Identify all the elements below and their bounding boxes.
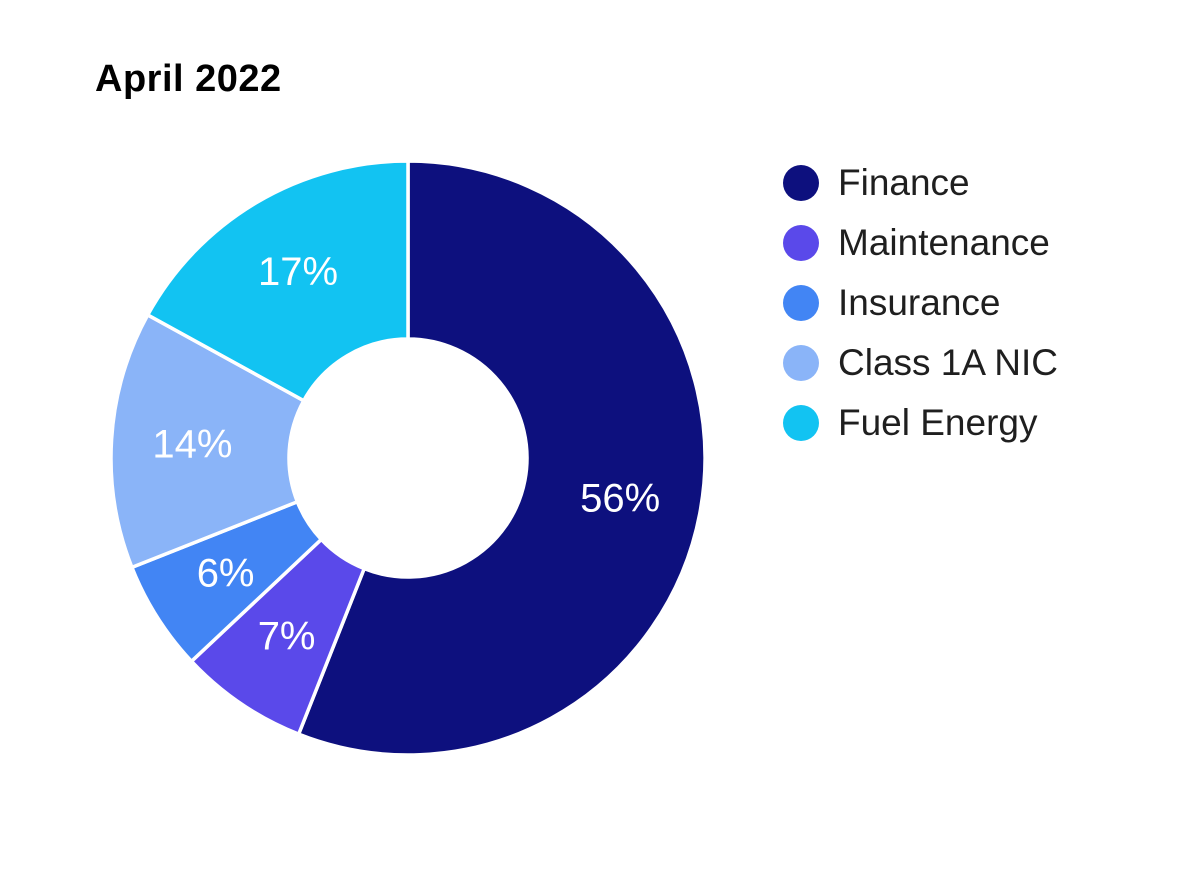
slice-fuel-energy xyxy=(145,159,410,403)
slice-label-class-1a-nic: 14% xyxy=(152,422,232,466)
legend-marker-insurance-icon xyxy=(783,285,819,321)
slice-class-1a-nic xyxy=(109,313,306,570)
legend-label-finance: Finance xyxy=(838,162,970,203)
legend-label-class-1a-nic: Class 1A NIC xyxy=(838,342,1059,383)
legend-item-finance: Finance xyxy=(783,153,1058,213)
legend-item-class-1a-nic: Class 1A NIC xyxy=(783,333,1058,393)
chart-title: April 2022 xyxy=(95,58,282,100)
legend-label-maintenance: Maintenance xyxy=(838,222,1050,263)
legend-label-fuel-energy: Fuel Energy xyxy=(838,402,1038,443)
legend-marker-finance-icon xyxy=(783,165,819,201)
legend-item-insurance: Insurance xyxy=(783,273,1058,333)
slice-label-maintenance: 7% xyxy=(258,615,316,659)
legend: Finance Maintenance Insurance Class 1A N… xyxy=(783,153,1058,453)
slice-label-finance: 56% xyxy=(580,477,660,521)
slice-label-fuel-energy: 17% xyxy=(258,250,338,294)
legend-marker-maintenance-icon xyxy=(783,225,819,261)
legend-item-maintenance: Maintenance xyxy=(783,213,1058,273)
legend-marker-class-1a-nic-icon xyxy=(783,345,819,381)
slice-label-insurance: 6% xyxy=(197,552,255,596)
legend-item-fuel-energy: Fuel Energy xyxy=(783,393,1058,453)
slice-finance xyxy=(296,159,707,757)
legend-marker-fuel-energy-icon xyxy=(783,405,819,441)
legend-label-insurance: Insurance xyxy=(838,282,1001,323)
